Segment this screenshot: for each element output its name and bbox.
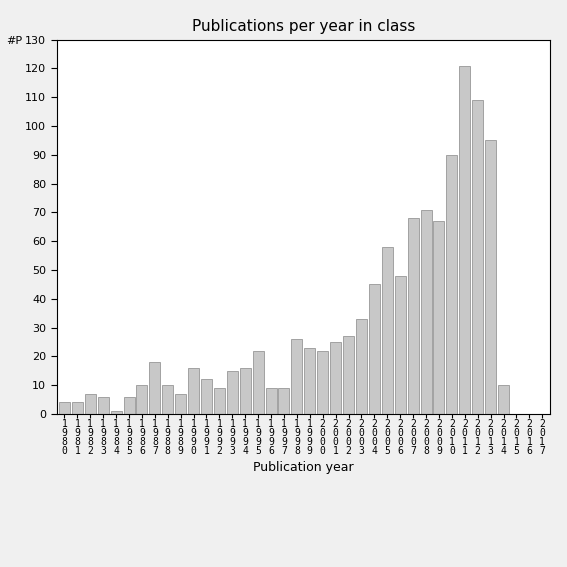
Y-axis label: #P: #P xyxy=(6,36,22,46)
X-axis label: Publication year: Publication year xyxy=(253,462,354,475)
Bar xyxy=(343,336,354,414)
Bar xyxy=(59,403,70,414)
Bar xyxy=(472,100,483,414)
Bar xyxy=(382,247,393,414)
Bar xyxy=(408,218,418,414)
Bar xyxy=(459,66,470,414)
Bar xyxy=(240,368,251,414)
Bar xyxy=(291,339,302,414)
Bar xyxy=(433,221,445,414)
Bar xyxy=(124,397,134,414)
Bar xyxy=(214,388,225,414)
Bar xyxy=(72,403,83,414)
Bar xyxy=(137,385,147,414)
Bar xyxy=(395,276,405,414)
Bar xyxy=(253,350,264,414)
Bar xyxy=(175,393,186,414)
Bar xyxy=(317,350,328,414)
Bar xyxy=(304,348,315,414)
Bar xyxy=(369,285,380,414)
Bar xyxy=(98,397,109,414)
Title: Publications per year in class: Publications per year in class xyxy=(192,19,415,35)
Bar xyxy=(188,368,199,414)
Bar xyxy=(111,411,121,414)
Bar xyxy=(421,210,431,414)
Bar xyxy=(227,371,238,414)
Bar xyxy=(356,319,367,414)
Bar xyxy=(85,393,96,414)
Bar xyxy=(330,342,341,414)
Bar xyxy=(265,388,277,414)
Bar xyxy=(485,141,496,414)
Bar xyxy=(498,385,509,414)
Bar xyxy=(149,362,160,414)
Bar xyxy=(278,388,290,414)
Bar xyxy=(162,385,174,414)
Bar xyxy=(446,155,458,414)
Bar xyxy=(201,379,212,414)
